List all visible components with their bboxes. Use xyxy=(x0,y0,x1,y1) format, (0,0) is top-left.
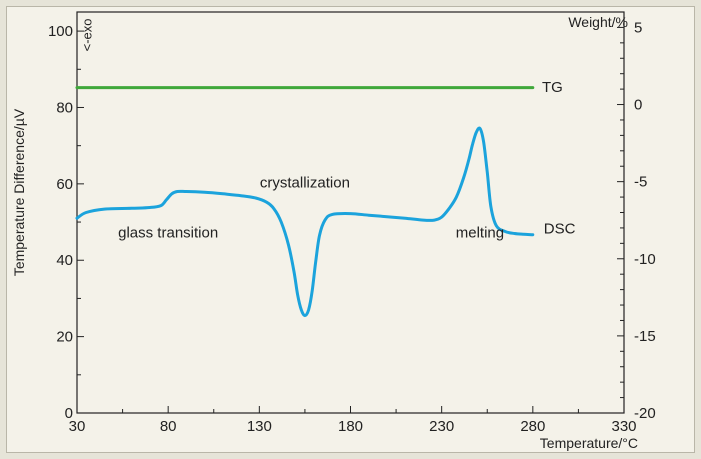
exo-direction-label: <-exo xyxy=(80,18,95,51)
y-axis-title-left: Temperature Difference/µV xyxy=(11,108,27,276)
series-layer xyxy=(75,86,535,318)
chart-frame: 30 80 130 180 230 280 330 0 20 40 60 80 100 5 0 -5 -10 -1… xyxy=(6,6,695,453)
x-tick-label: 280 xyxy=(520,418,545,435)
y-right-tick-label: 0 xyxy=(634,97,642,114)
y-axis-title-right: Weight/% xyxy=(568,14,628,30)
y-right-tick-label: 5 xyxy=(634,19,642,36)
y-left-tick-label: 40 xyxy=(56,252,73,269)
ticks: 30 80 130 180 230 280 330 0 20 40 60 80 100 5 0 -5 -10 -1… xyxy=(48,11,656,435)
dsc-tg-chart: 30 80 130 180 230 280 330 0 20 40 60 80 100 5 0 -5 -10 -1… xyxy=(11,11,656,451)
y-left-tick-label: 100 xyxy=(48,23,73,40)
series-label-tg: TG xyxy=(542,79,563,96)
x-tick-label: 130 xyxy=(247,418,272,435)
y-left-tick-label: 20 xyxy=(56,329,73,346)
y-left-tick-label: 80 xyxy=(56,99,73,116)
y-right-tick-label: -10 xyxy=(634,251,656,268)
annotation-label: crystallization xyxy=(260,175,350,192)
y-right-tick-label: -20 xyxy=(634,405,656,422)
x-tick-label: 180 xyxy=(338,418,363,435)
x-tick-label: 30 xyxy=(69,418,86,435)
series-dsc-line xyxy=(75,126,535,318)
x-tick-label: 330 xyxy=(611,418,636,435)
y-left-tick-label: 0 xyxy=(65,405,73,422)
labels-layer: Temperature Difference/µV Weight/% Tempe… xyxy=(11,14,638,451)
x-axis-title: Temperature/°C xyxy=(540,435,638,451)
annotation-label: melting xyxy=(456,224,504,241)
y-right-tick-label: -15 xyxy=(634,328,656,345)
annotations-layer: glass transition crystallization melting TG… xyxy=(80,18,576,241)
x-tick-label: 80 xyxy=(160,418,177,435)
annotation-label: glass transition xyxy=(118,224,218,241)
x-tick-label: 230 xyxy=(429,418,454,435)
y-left-tick-label: 60 xyxy=(56,176,73,193)
series-label-dsc: DSC xyxy=(544,221,576,238)
y-right-tick-label: -5 xyxy=(634,174,647,191)
